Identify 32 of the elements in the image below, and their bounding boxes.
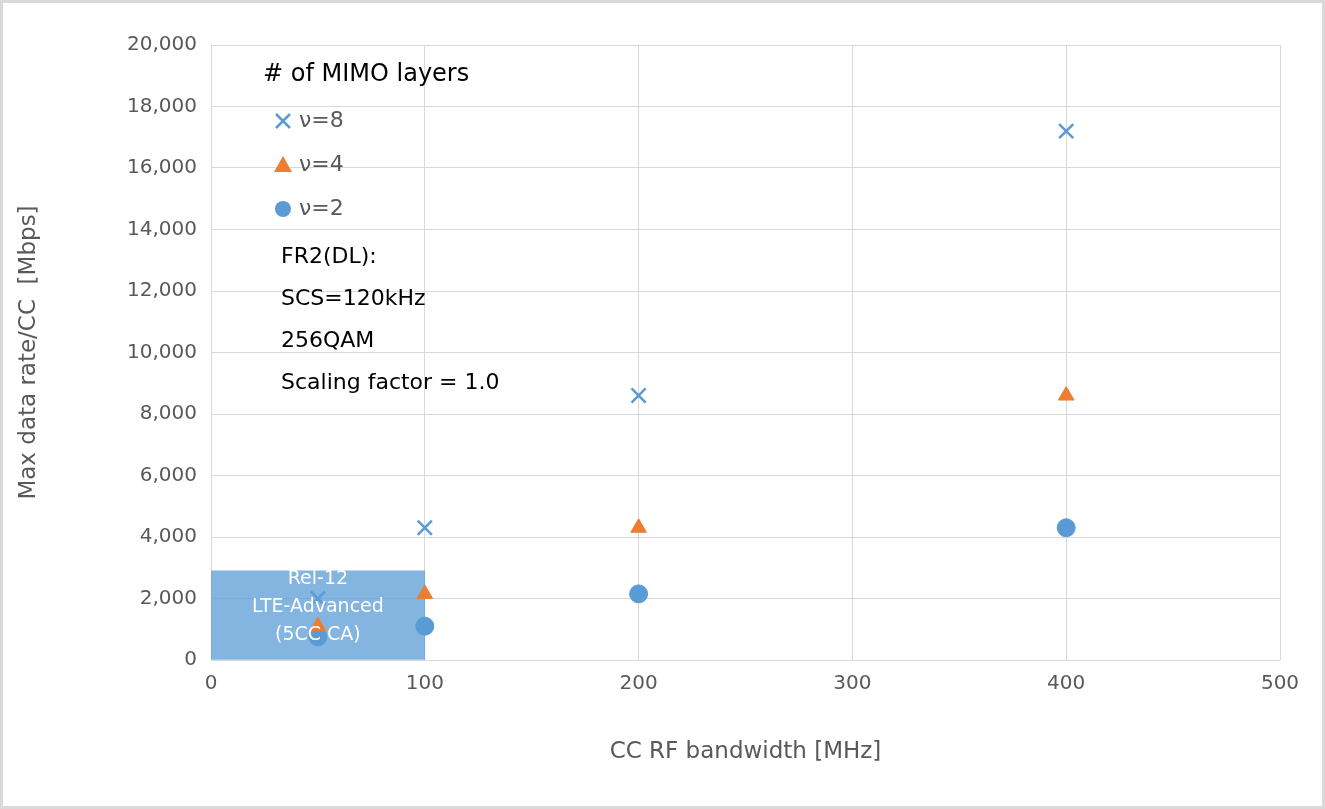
annotation: FR2(DL): SCS=120kHz 256QAM Scaling factor = 1.0 [281, 242, 500, 394]
legend-label: ν=2 [299, 194, 344, 220]
y-tick-label: 20,000 [127, 31, 197, 56]
y-tick-label: 18,000 [127, 92, 197, 117]
y-tick-label: 0 [184, 646, 197, 671]
legend-label: ν=4 [299, 150, 344, 176]
y-tick-label: 16,000 [127, 154, 197, 179]
point [1057, 386, 1075, 401]
x-axis-title: CC RF bandwidth [MHz] [609, 737, 882, 764]
y-tick-label: 10,000 [127, 338, 197, 363]
x-tick-label: 0 [204, 670, 218, 695]
point [416, 519, 434, 537]
point [1057, 122, 1075, 140]
y-tick-label: 14,000 [127, 215, 197, 240]
y-tick-label: 6,000 [139, 461, 197, 486]
legend-label: ν=8 [299, 106, 344, 132]
y-axis-title: Max data rate/CC [Mbps] [13, 205, 40, 500]
x-tick-label: 400 [1047, 670, 1086, 695]
point [415, 616, 435, 636]
x-tick-label: 100 [405, 670, 444, 695]
point [1056, 518, 1076, 538]
y-tick-label: 8,000 [139, 400, 197, 425]
point [629, 584, 649, 604]
x-tick-label: 300 [833, 670, 872, 695]
y-tick-label: 12,000 [127, 277, 197, 302]
y-tick-label: 2,000 [139, 584, 197, 609]
point [630, 387, 647, 404]
legend-title: # of MIMO layers [263, 59, 470, 88]
y-tick-label: 4,000 [139, 523, 197, 548]
x-tick-label: 200 [619, 670, 658, 695]
x-tick-label: 500 [1260, 670, 1300, 695]
series-label: Rel-12 LTE-Advanced (5CC CA) [251, 566, 384, 645]
